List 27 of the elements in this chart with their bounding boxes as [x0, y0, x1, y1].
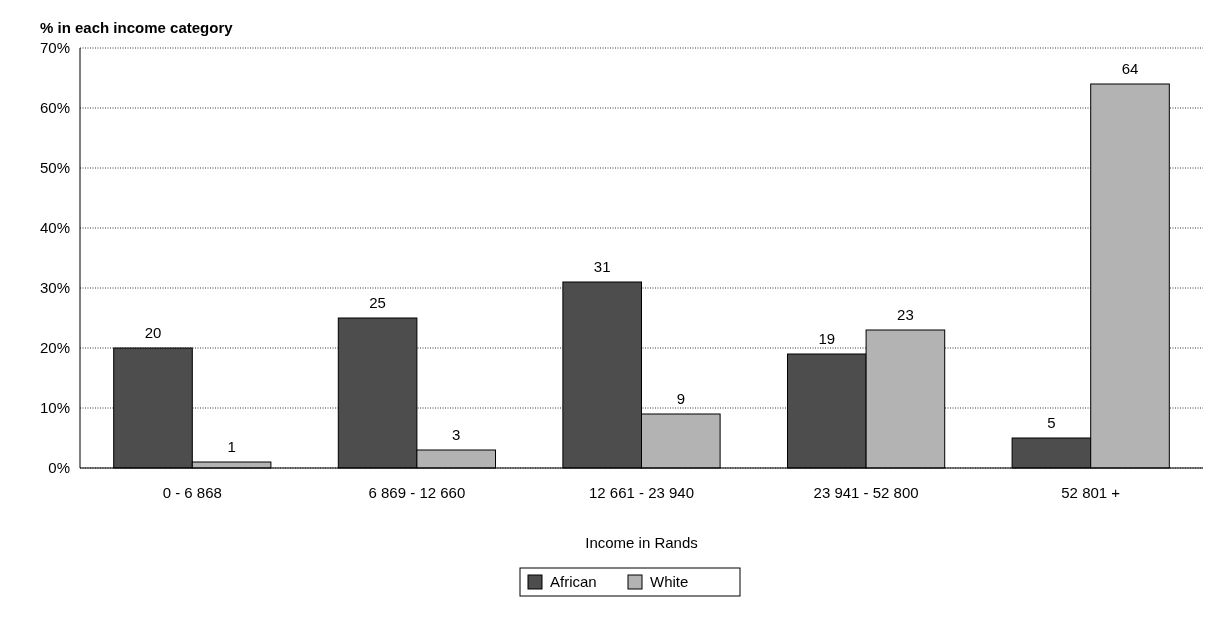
legend-label: White — [650, 573, 689, 591]
x-axis-title: Income in Rands — [585, 534, 698, 551]
x-tick-label: 52 801 + — [1061, 484, 1121, 501]
data-label: 64 — [1121, 60, 1139, 77]
data-label: 19 — [818, 330, 836, 347]
y-tick-label: 40% — [39, 219, 70, 237]
data-label: 3 — [452, 426, 461, 443]
legend-label: African — [550, 573, 597, 591]
y-tick-label: 60% — [39, 99, 70, 117]
x-tick-label: 6 869 - 12 660 — [368, 484, 466, 501]
x-tick-label: 23 941 - 52 800 — [813, 484, 919, 501]
data-label: 31 — [593, 258, 611, 275]
y-tick-label: 70% — [39, 39, 70, 57]
y-tick-label: 30% — [39, 279, 70, 297]
y-tick-label: 20% — [39, 339, 70, 357]
data-label: 1 — [227, 438, 236, 455]
y-tick-label: 0% — [48, 459, 70, 477]
data-label: 25 — [369, 294, 386, 311]
y-tick-label: 10% — [39, 399, 70, 417]
data-label: 9 — [676, 390, 685, 407]
x-tick-label: 0 - 6 868 — [162, 484, 222, 501]
x-tick-label: 12 661 - 23 940 — [588, 484, 695, 501]
data-label: 5 — [1047, 414, 1056, 431]
data-label: 23 — [897, 306, 914, 323]
y-axis-title: % in each income category — [40, 19, 234, 36]
data-label: 20 — [144, 324, 162, 341]
y-tick-label: 50% — [39, 159, 70, 177]
